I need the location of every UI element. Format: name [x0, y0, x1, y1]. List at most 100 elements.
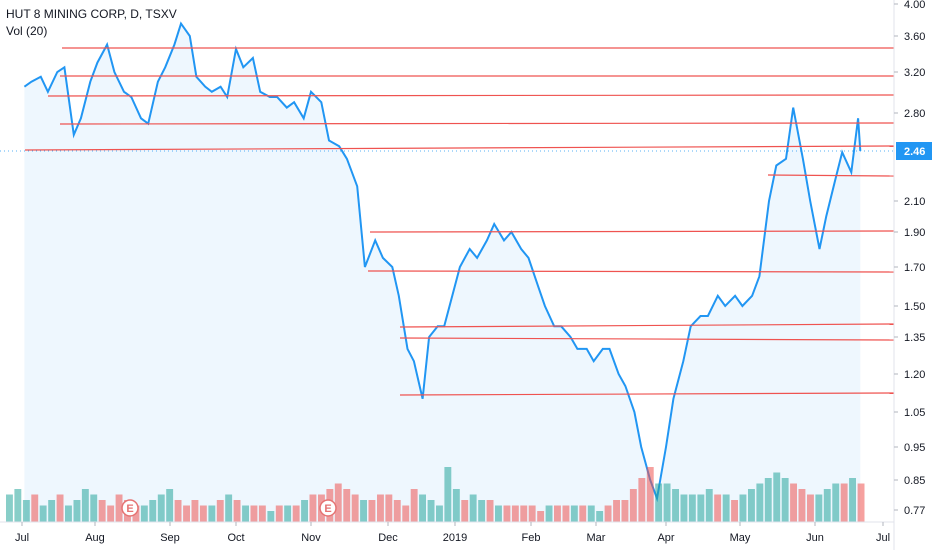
price-tick-label: 1.50 — [904, 301, 925, 313]
volume-bar — [267, 511, 275, 522]
volume-bar — [781, 478, 789, 522]
volume-bar — [393, 500, 401, 522]
volume-bar — [798, 489, 806, 522]
volume-bar — [554, 505, 561, 522]
volume-bar — [334, 483, 342, 522]
level-line[interactable] — [767, 174, 895, 177]
volume-bar — [823, 489, 831, 522]
volume-label[interactable]: Vol (20) — [6, 24, 48, 38]
volume-bar — [688, 494, 696, 522]
volume-bar — [790, 483, 797, 522]
volume-bar — [402, 505, 410, 522]
volume-bar — [528, 505, 536, 522]
last-price-label: 2.46 — [904, 146, 925, 158]
volume-bar — [731, 500, 738, 522]
level-line[interactable] — [47, 94, 895, 97]
volume-bar — [646, 467, 654, 522]
volume-bar — [832, 483, 840, 522]
volume-bar — [98, 500, 106, 522]
volume-bar — [807, 494, 814, 522]
last-price-badge-bg — [896, 142, 932, 160]
volume-bar — [284, 505, 292, 522]
volume-bar — [613, 500, 620, 522]
volume-bar — [22, 500, 30, 522]
level-line[interactable] — [367, 270, 895, 273]
earnings-marker-circle — [121, 499, 139, 517]
price-tick-label: 1.20 — [904, 369, 925, 381]
price-tick-label: 2.10 — [904, 196, 925, 208]
volume-bar — [368, 500, 376, 522]
level-line[interactable] — [399, 323, 895, 328]
volume-bar — [629, 489, 637, 522]
price-tick-label: 1.05 — [904, 407, 925, 419]
volume-bar — [486, 500, 494, 522]
last-price-badge: 2.46 — [0, 142, 932, 160]
time-tick-label: Sep — [160, 532, 180, 544]
volume-bar — [714, 494, 722, 522]
volume-bar — [258, 505, 266, 522]
volume-bar — [81, 489, 89, 522]
volume-bar — [351, 494, 359, 522]
price-axis[interactable]: 4.00 3.60 3.20 2.80 2.10 1.90 1.70 1.50 1.35 1.20… — [894, 0, 925, 517]
volume-bar — [301, 500, 308, 522]
volume-bar — [739, 494, 747, 522]
volume-bar — [495, 505, 502, 522]
volume-bar — [815, 494, 823, 522]
volume-bar — [469, 494, 477, 522]
volume-bar — [663, 483, 671, 522]
volume-bar — [511, 505, 519, 522]
volume-bar — [655, 483, 663, 522]
volume-bar — [562, 505, 570, 522]
volume-bar — [183, 505, 190, 522]
volume-bar — [199, 505, 207, 522]
earnings-marker-label: E — [126, 503, 133, 515]
volume-bar — [545, 505, 553, 522]
volume-bar — [427, 500, 435, 522]
volume-bar — [107, 505, 115, 522]
volume-bar — [65, 505, 72, 522]
volume-bar — [705, 489, 713, 522]
volume-bar — [756, 483, 764, 522]
level-line[interactable] — [399, 337, 895, 341]
volume-bar — [452, 489, 460, 522]
volume-bar — [520, 505, 528, 522]
time-tick-label: Feb — [522, 532, 541, 544]
volume-bar — [773, 472, 781, 522]
level-line[interactable] — [59, 122, 895, 125]
earnings-marker[interactable]: E — [121, 499, 139, 517]
volume-bar — [115, 494, 123, 522]
volume-bar — [503, 505, 511, 522]
earnings-marker-label: E — [324, 503, 331, 515]
volume-bar — [250, 505, 258, 522]
volume-bar — [191, 500, 199, 522]
volume-bar — [377, 494, 384, 522]
time-tick-label: Nov — [301, 532, 321, 544]
level-line[interactable] — [369, 230, 895, 233]
volume-bar — [149, 500, 157, 522]
price-tick-label: 4.00 — [904, 0, 925, 11]
price-tick-label: 1.90 — [904, 227, 925, 239]
volume-bar — [419, 494, 426, 522]
earnings-marker[interactable]: E — [319, 499, 337, 517]
volume-bar — [48, 500, 56, 522]
volume-bar — [461, 500, 469, 522]
volume-bar — [309, 494, 317, 522]
volume-bar — [6, 494, 13, 522]
volume-bar — [672, 489, 679, 522]
level-line[interactable] — [24, 145, 895, 151]
level-line[interactable] — [399, 392, 895, 396]
symbol-title[interactable]: HUT 8 MINING CORP, D, TSXV — [6, 7, 177, 21]
support-resistance-lines — [24, 47, 895, 396]
price-tick-label: 0.95 — [904, 442, 925, 454]
time-axis[interactable]: Jul Aug Sep Oct Nov Dec 2019 Feb Mar Apr May Jun Jul — [15, 522, 890, 544]
price-area — [23, 21, 862, 522]
volume-bar — [410, 489, 418, 522]
price-tick-label: 1.70 — [904, 262, 925, 274]
volume-bar — [444, 467, 452, 522]
volume-bar — [748, 489, 755, 522]
volume-bar — [840, 483, 848, 522]
volume-bar — [570, 505, 578, 522]
volume-bar — [478, 500, 486, 522]
